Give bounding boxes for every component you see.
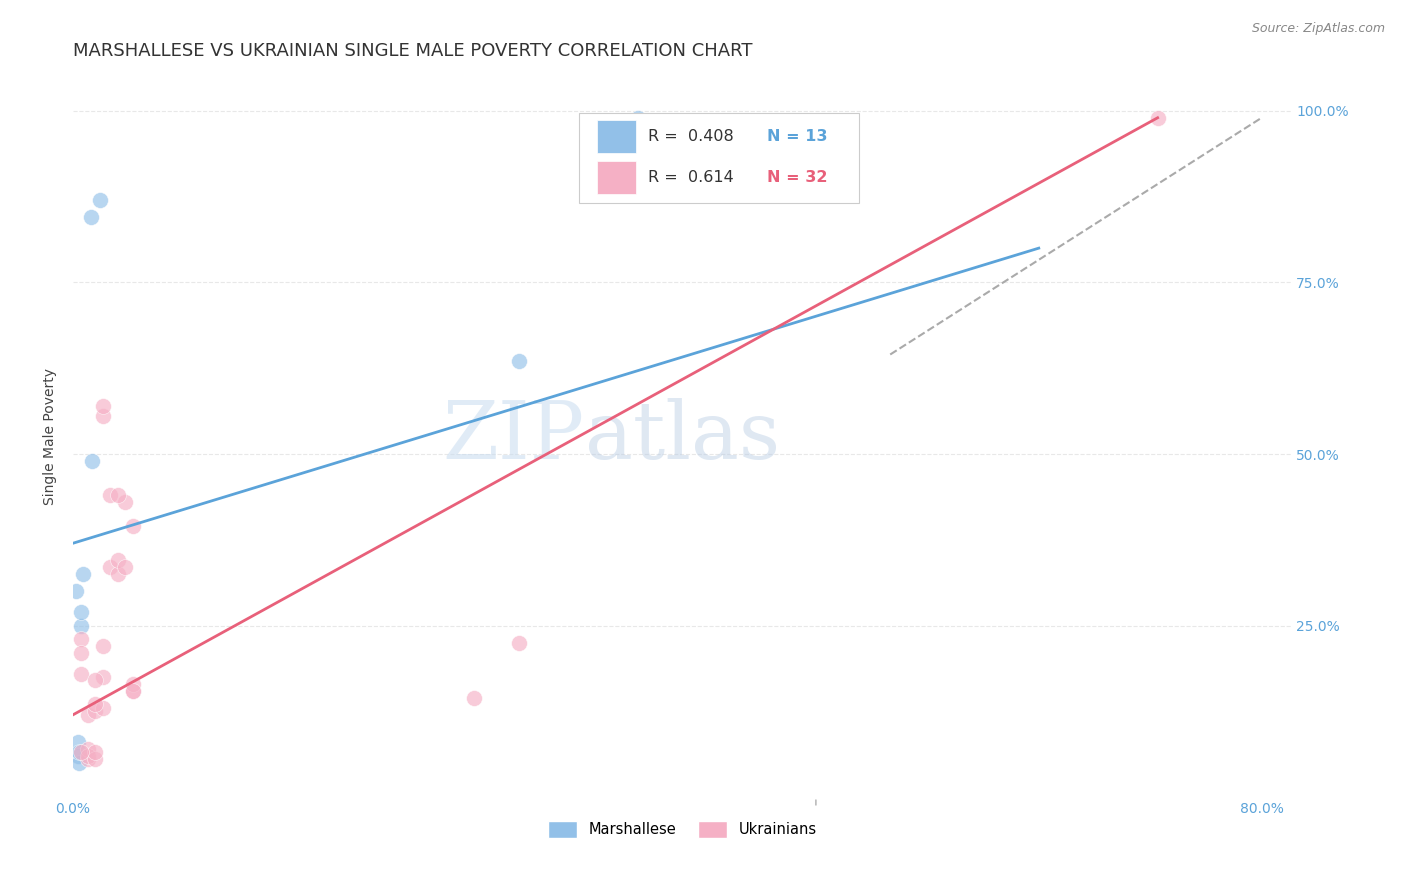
Text: ZIP: ZIP [443, 398, 585, 475]
Point [98, 560, 121, 574]
Point [69, 605, 91, 619]
Point [84, 673, 107, 688]
Point [121, 683, 143, 698]
Point [69, 618, 91, 632]
Text: R =  0.614: R = 0.614 [648, 170, 734, 185]
Point [84, 752, 107, 766]
Point [91, 670, 114, 684]
Y-axis label: Single Male Poverty: Single Male Poverty [44, 368, 58, 506]
Point [69, 666, 91, 681]
Point [66, 748, 89, 763]
Point [121, 677, 143, 691]
Point [121, 683, 143, 698]
Point [65, 584, 87, 599]
Point [84, 698, 107, 712]
Point [114, 560, 136, 574]
Point [627, 111, 650, 125]
Legend: Marshallese, Ukrainians: Marshallese, Ukrainians [541, 815, 823, 844]
Point [67, 746, 90, 760]
Point [82, 454, 104, 468]
Point [91, 399, 114, 413]
Point [77, 707, 100, 722]
Point [69, 646, 91, 660]
Point [84, 704, 107, 718]
Point [114, 495, 136, 509]
Point [1146, 111, 1168, 125]
Point [121, 519, 143, 533]
Text: R =  0.408: R = 0.408 [648, 129, 734, 144]
Point [80, 211, 103, 225]
Point [66, 735, 89, 749]
Point [77, 752, 100, 766]
Point [463, 690, 485, 705]
Point [508, 636, 530, 650]
Bar [598, 120, 636, 153]
Text: atlas: atlas [585, 398, 780, 475]
Point [107, 567, 129, 582]
Point [91, 639, 114, 653]
Point [89, 193, 111, 207]
Point [107, 553, 129, 567]
Point [91, 409, 114, 424]
Point [107, 488, 129, 502]
Point [98, 488, 121, 502]
Text: Source: ZipAtlas.com: Source: ZipAtlas.com [1251, 22, 1385, 36]
Point [84, 746, 107, 760]
Bar [598, 161, 636, 194]
Point [77, 742, 100, 756]
FancyBboxPatch shape [579, 112, 859, 202]
Text: MARSHALLESE VS UKRAINIAN SINGLE MALE POVERTY CORRELATION CHART: MARSHALLESE VS UKRAINIAN SINGLE MALE POV… [73, 42, 752, 60]
Text: N = 32: N = 32 [768, 170, 828, 185]
Point [72, 567, 94, 582]
Point [69, 632, 91, 647]
Point [77, 748, 100, 763]
Point [67, 756, 90, 770]
Text: N = 13: N = 13 [768, 129, 828, 144]
Point [91, 701, 114, 715]
Point [508, 354, 530, 368]
Point [69, 746, 91, 760]
